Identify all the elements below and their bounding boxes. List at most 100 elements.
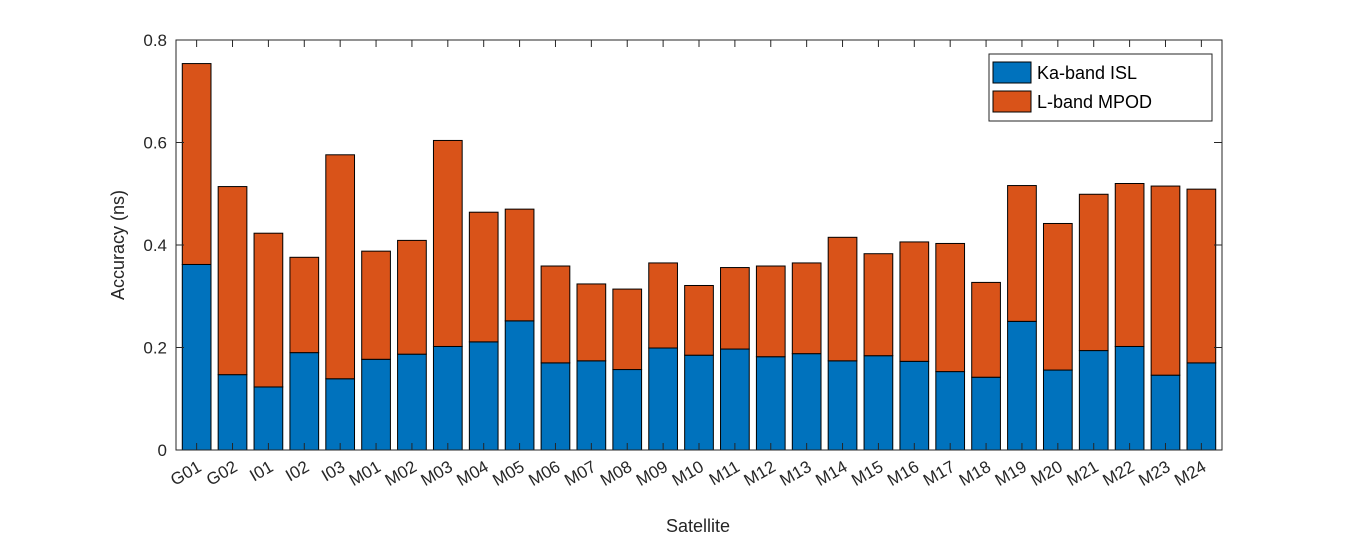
- bar-group: [181, 63, 1217, 451]
- x-tick-label: M02: [382, 457, 420, 490]
- bar-m19-ka-band: [1007, 320, 1037, 451]
- legend-swatch-l-band: [992, 90, 1032, 113]
- bar-m08-l-band: [612, 288, 643, 371]
- bar-m01-ka-band: [361, 358, 391, 451]
- x-tick-label: M01: [346, 457, 384, 490]
- x-tick-label: M23: [1135, 457, 1173, 490]
- x-tick-label: M13: [777, 457, 815, 490]
- x-tick-label: M15: [848, 457, 886, 490]
- x-tick-label: M06: [525, 457, 563, 490]
- x-tick-label: I01: [246, 457, 276, 485]
- x-tick-label: M19: [992, 457, 1030, 490]
- x-tick-label: M08: [597, 457, 635, 490]
- bar-g01-ka-band: [181, 263, 212, 451]
- bar-m06-ka-band: [540, 362, 571, 451]
- bar-m07-l-band: [576, 283, 607, 362]
- bar-m15-ka-band: [863, 355, 894, 451]
- legend-swatch-ka-band: [992, 61, 1032, 84]
- bar-m17-l-band: [935, 242, 966, 373]
- x-tick-label: I03: [318, 457, 348, 485]
- x-axis-label: Satellite: [666, 516, 730, 536]
- x-tick-label: M24: [1171, 457, 1209, 490]
- x-tick-label: M04: [454, 457, 492, 490]
- x-tick-label: M05: [489, 457, 527, 490]
- bar-m14-l-band: [827, 236, 858, 362]
- x-tick-label: M14: [812, 457, 850, 490]
- y-tick-label: 0.8: [143, 31, 167, 50]
- x-tick-label: M18: [956, 457, 994, 490]
- bar-m22-l-band: [1114, 183, 1145, 347]
- bar-g02-l-band: [217, 186, 248, 376]
- y-axis-label: Accuracy (ns): [108, 190, 128, 300]
- bar-i01-l-band: [253, 232, 284, 388]
- bar-m15-l-band: [863, 253, 894, 357]
- bar-m20-ka-band: [1042, 369, 1073, 451]
- y-tick-label: 0.6: [143, 134, 167, 153]
- bar-m11-ka-band: [720, 348, 750, 451]
- bar-i02-l-band: [289, 256, 320, 354]
- x-tick-label: M17: [920, 457, 958, 490]
- bar-m10-l-band: [684, 284, 714, 356]
- x-tick-label: M09: [633, 457, 671, 490]
- bar-g02-ka-band: [217, 374, 248, 451]
- axes: [175, 39, 1223, 451]
- bar-m13-l-band: [791, 262, 822, 355]
- bar-m23-ka-band: [1150, 374, 1181, 451]
- bar-m20-l-band: [1042, 222, 1073, 371]
- bar-m16-l-band: [899, 241, 930, 362]
- bar-m10-ka-band: [684, 354, 714, 451]
- bar-m09-ka-band: [648, 347, 678, 451]
- bar-m12-l-band: [755, 265, 786, 358]
- bar-m24-ka-band: [1186, 362, 1217, 451]
- bar-m21-l-band: [1078, 193, 1109, 352]
- x-tick-label: M10: [669, 457, 707, 490]
- bar-m05-ka-band: [504, 320, 535, 451]
- y-tick-label: 0: [158, 441, 167, 460]
- bar-m04-ka-band: [468, 341, 499, 451]
- x-tick-label: M16: [884, 457, 922, 490]
- bar-m14-ka-band: [827, 360, 858, 451]
- x-tick-label: M21: [1064, 457, 1102, 490]
- bar-m13-ka-band: [791, 353, 822, 451]
- legend-label-ka-band: Ka-band ISL: [1037, 63, 1137, 83]
- bar-m03-ka-band: [432, 345, 463, 451]
- bar-m19-l-band: [1007, 185, 1037, 322]
- bar-m03-l-band: [432, 139, 463, 347]
- bar-i03-l-band: [325, 154, 356, 380]
- x-tick-label: M11: [706, 457, 743, 489]
- bar-m18-ka-band: [971, 376, 1001, 451]
- x-tick-label: G01: [167, 457, 204, 490]
- bar-m11-l-band: [720, 267, 750, 350]
- y-tick-label: 0.4: [143, 236, 167, 255]
- bar-m01-l-band: [361, 250, 391, 360]
- bar-m09-l-band: [648, 262, 678, 349]
- legend: Ka-band ISL L-band MPOD: [988, 53, 1213, 122]
- x-tick-label: M20: [1028, 457, 1066, 490]
- bar-m05-l-band: [504, 208, 535, 322]
- x-tick-label: I02: [282, 457, 312, 485]
- x-tick-label: M03: [418, 457, 456, 490]
- bar-g01-l-band: [181, 63, 212, 265]
- bar-i01-ka-band: [253, 386, 284, 451]
- bar-m02-l-band: [397, 239, 427, 355]
- bar-m18-l-band: [971, 281, 1001, 378]
- x-tick-label: G02: [203, 457, 240, 490]
- bar-m16-ka-band: [899, 360, 930, 451]
- bar-m08-ka-band: [612, 369, 643, 451]
- bar-m12-ka-band: [755, 356, 786, 451]
- bar-i03-ka-band: [325, 378, 356, 451]
- bar-i02-ka-band: [289, 352, 320, 451]
- bar-m06-l-band: [540, 265, 571, 364]
- bar-m04-l-band: [468, 211, 499, 343]
- bar-m21-ka-band: [1078, 350, 1109, 451]
- x-tick-label: M12: [741, 457, 779, 490]
- x-tick-label: M22: [1099, 457, 1137, 490]
- bar-m22-ka-band: [1114, 345, 1145, 451]
- bar-m17-ka-band: [935, 371, 966, 451]
- legend-label-l-band: L-band MPOD: [1037, 92, 1152, 112]
- bar-m23-l-band: [1150, 185, 1181, 376]
- y-tick-label: 0.2: [143, 339, 167, 358]
- x-tick-label: M07: [561, 457, 599, 490]
- bar-m02-ka-band: [397, 353, 427, 451]
